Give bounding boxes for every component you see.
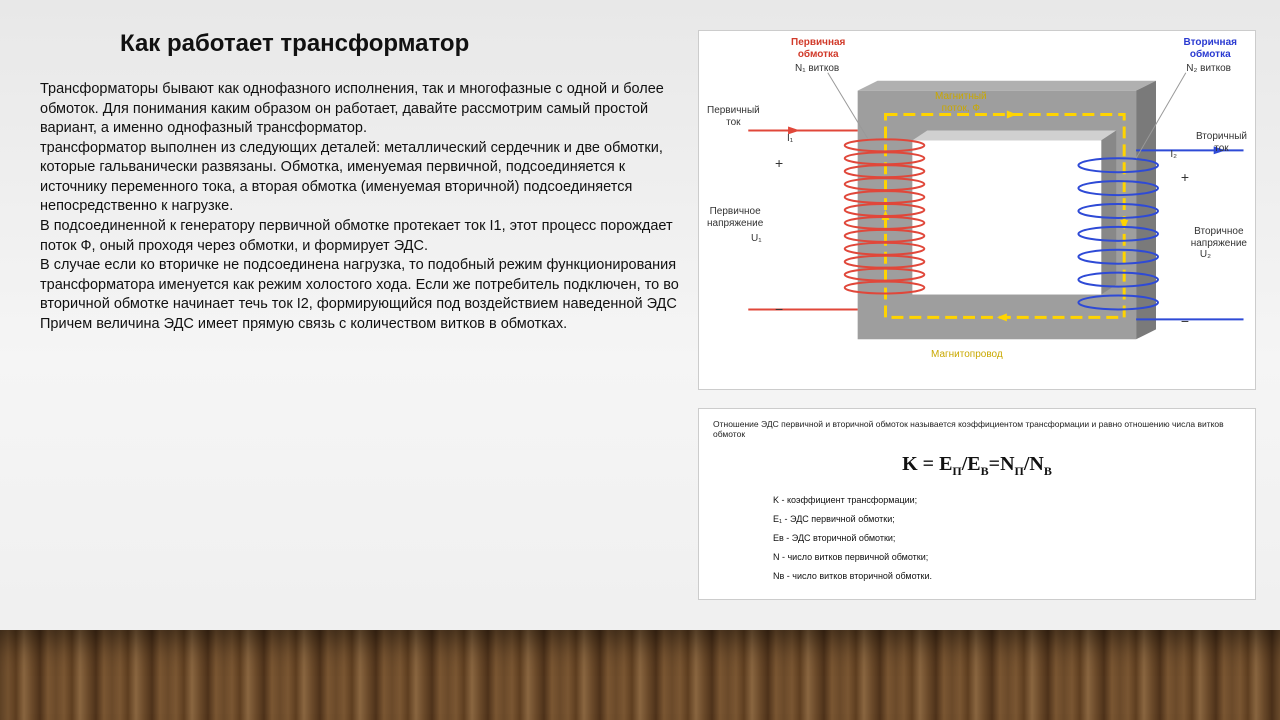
i1-label: I₁ (787, 133, 793, 145)
flux-label: Магнитныйпоток, Ф (935, 91, 987, 114)
formula-sub-p2: П (1015, 464, 1024, 478)
right-column: Первичнаяобмотка N₁ витков Вторичнаяобмо… (698, 30, 1256, 720)
paragraph-2: трансформатор выполнен из следующих дета… (40, 139, 680, 217)
formula-mid: /E (962, 453, 981, 475)
legend-eb: Eв - ЭДС вторичной обмотки; (773, 529, 1241, 548)
secondary-voltage-label: Вторичноенапряжение (1191, 226, 1247, 249)
formula-sub-b2: В (1044, 464, 1052, 478)
paragraph-1: Трансформаторы бывают как однофазного ис… (40, 80, 680, 139)
formula-panel: Отношение ЭДС первичной и вторичной обмо… (698, 408, 1256, 600)
primary-turns-label: N₁ витков (795, 63, 839, 75)
secondary-current-label: Вторичныйток (1196, 131, 1247, 154)
slide-content: Как работает трансформатор Трансформатор… (0, 0, 1280, 720)
core-label: Магнитопровод (931, 349, 1003, 361)
secondary-turns-label: N₂ витков (1186, 63, 1231, 75)
formula-description: Отношение ЭДС первичной и вторичной обмо… (713, 419, 1241, 439)
legend-n: N - число витков первичной обмотки; (773, 548, 1241, 567)
paragraph-3: В подсоединенной к генератору первичной … (40, 217, 680, 256)
left-column: Как работает трансформатор Трансформатор… (40, 30, 680, 720)
primary-voltage-label: Первичноенапряжение (707, 206, 763, 229)
formula-sub-p1: П (952, 464, 961, 478)
primary-plus: + (775, 155, 783, 171)
formula-sub-b1: В (981, 464, 989, 478)
formula-lhs: K = E (902, 453, 952, 475)
paragraph-4: В случае если ко вторичке не подсоединен… (40, 256, 680, 315)
transformer-svg (699, 31, 1255, 389)
i2-label: I₂ (1170, 149, 1177, 161)
primary-minus: − (775, 301, 783, 317)
body-text: Трансформаторы бывают как однофазного ис… (40, 80, 680, 334)
formula-equation: K = EП/EВ=NП/NВ (713, 453, 1241, 479)
paragraph-5: Причем величина ЭДС имеет прямую связь с… (40, 315, 680, 335)
primary-current-label: Первичныйток (707, 105, 760, 128)
primary-winding-label: Первичнаяобмотка (791, 37, 845, 60)
secondary-winding-label: Вторичнаяобмотка (1184, 37, 1237, 60)
secondary-plus: + (1181, 169, 1189, 185)
formula-div: /N (1024, 453, 1044, 475)
formula-eq: =N (989, 453, 1015, 475)
secondary-minus: − (1181, 313, 1189, 329)
legend-nb: Nв - число витков вторичной обмотки. (773, 567, 1241, 586)
formula-legend: K - коэффициент трансформации; E₁ - ЭДС … (713, 491, 1241, 585)
legend-e1: E₁ - ЭДС первичной обмотки; (773, 510, 1241, 529)
transformer-diagram: Первичнаяобмотка N₁ витков Вторичнаяобмо… (698, 30, 1256, 390)
legend-k: K - коэффициент трансформации; (773, 491, 1241, 510)
u1-label: U₁ (751, 233, 762, 245)
slide-title: Как работает трансформатор (120, 30, 680, 58)
u2-label: U₂ (1200, 249, 1211, 261)
